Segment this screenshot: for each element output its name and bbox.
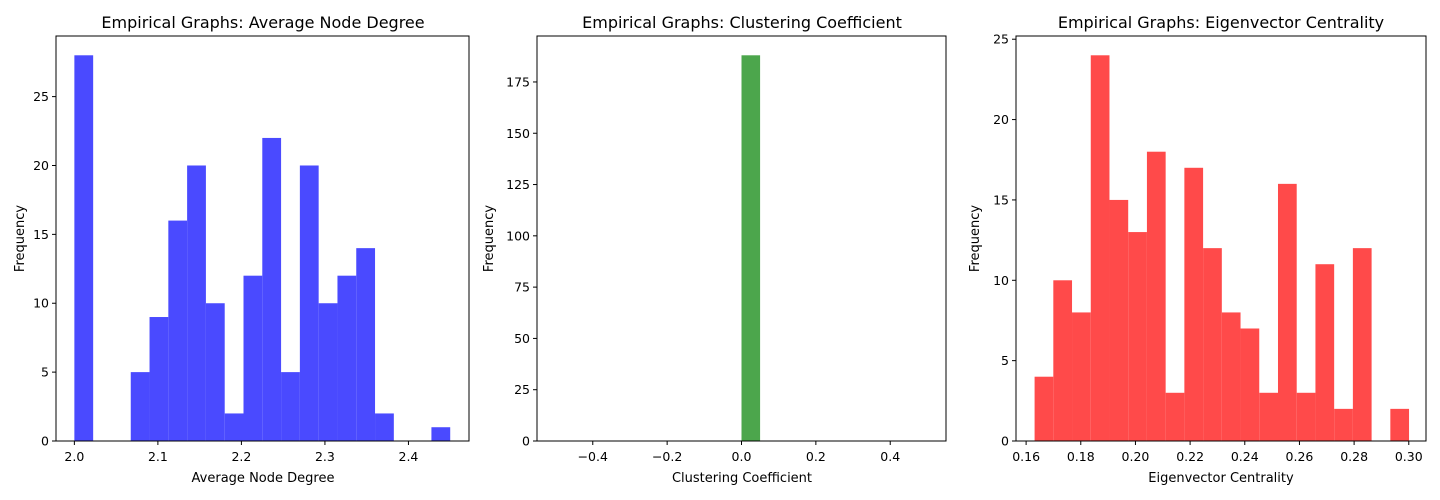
histogram-bar (1334, 408, 1353, 441)
y-axis-label: Frequency (968, 205, 983, 272)
histogram-bar (1090, 55, 1110, 441)
histogram-clustering-coefficient: Empirical Graphs: Clustering Coefficient… (482, 13, 947, 486)
histogram-bar (149, 317, 169, 441)
histogram-eigenvector-centrality: Empirical Graphs: Eigenvector Centrality… (968, 13, 1427, 486)
x-tick-label: 0.4 (880, 449, 900, 464)
y-tick-label: 20 (33, 158, 49, 173)
histogram-bar (431, 427, 451, 441)
y-tick-label: 50 (514, 331, 530, 346)
histogram-bar (1128, 232, 1147, 441)
y-tick-label: 125 (506, 177, 530, 192)
histogram-bar (130, 372, 150, 441)
histogram-bar (1109, 199, 1129, 441)
histogram-bars (74, 55, 451, 442)
chart-title: Empirical Graphs: Clustering Coefficient (582, 13, 902, 32)
histogram-bar (741, 55, 761, 441)
x-tick-label: 0.24 (1231, 449, 1259, 464)
y-axis-label: Frequency (13, 205, 28, 272)
chart-title: Empirical Graphs: Average Node Degree (101, 13, 424, 32)
histogram-bar (1240, 328, 1260, 441)
x-tick-label: 0.28 (1340, 449, 1368, 464)
histogram-bar (1390, 408, 1410, 441)
histogram-bar (1203, 248, 1222, 441)
histogram-bars (741, 55, 761, 441)
histogram-bar (1352, 248, 1372, 441)
y-tick-label: 25 (514, 382, 530, 397)
y-tick-label: 15 (993, 192, 1009, 207)
x-axis-label: Average Node Degree (192, 471, 335, 486)
x-tick-label: 2.1 (148, 449, 168, 464)
y-tick-label: 5 (41, 365, 49, 380)
y-tick-label: 0 (41, 434, 49, 449)
x-axis-label: Clustering Coefficient (672, 471, 812, 486)
histogram-bar (262, 137, 282, 441)
y-tick-label: 5 (1001, 353, 1009, 368)
x-tick-label: 0.16 (1012, 449, 1040, 464)
histogram-bar (1315, 264, 1335, 441)
x-tick-label: 0.0 (732, 449, 752, 464)
histogram-bars (1034, 55, 1410, 442)
x-tick-label: 0.18 (1067, 449, 1095, 464)
chart-title: Empirical Graphs: Eigenvector Centrality (1058, 13, 1384, 32)
axes-frame (1015, 35, 1427, 442)
x-tick-label: 2.3 (315, 449, 335, 464)
y-tick-label: 10 (33, 296, 49, 311)
y-tick-label: 25 (993, 32, 1009, 47)
y-tick-label: 15 (33, 227, 49, 242)
x-axis-label: Eigenvector Centrality (1148, 471, 1294, 486)
histogram-bar (337, 275, 357, 441)
x-tick-label: 2.0 (64, 449, 84, 464)
x-tick-label: 2.2 (231, 449, 251, 464)
histogram-bar (243, 275, 263, 441)
y-tick-label: 0 (1001, 434, 1009, 449)
histogram-bar (356, 248, 376, 441)
histogram-bar (1221, 312, 1241, 441)
histogram-bar (1034, 376, 1054, 441)
histogram-bar (168, 220, 188, 441)
x-tick-label: 0.26 (1286, 449, 1314, 464)
y-tick-label: 0 (522, 434, 530, 449)
histogram-bar (1146, 151, 1166, 441)
histogram-bar (318, 303, 338, 441)
x-tick-label: 0.20 (1122, 449, 1150, 464)
histogram-bar (187, 165, 206, 442)
histogram-average-node-degree: Empirical Graphs: Average Node Degree Av… (13, 13, 470, 486)
y-tick-label: 175 (506, 74, 530, 89)
y-tick-label: 75 (514, 280, 530, 295)
histogram-bar (1184, 167, 1204, 442)
y-tick-label: 150 (506, 126, 530, 141)
histogram-bar (1165, 392, 1185, 441)
histogram-bar (299, 165, 319, 442)
y-tick-label: 10 (993, 273, 1009, 288)
y-tick-label: 20 (993, 112, 1009, 127)
x-tick-label: −0.4 (578, 449, 608, 464)
x-tick-label: 0.30 (1395, 449, 1423, 464)
y-axis-label: Frequency (482, 205, 497, 272)
x-tick-label: 2.4 (399, 449, 419, 464)
histogram-bar (1072, 312, 1091, 441)
histogram-bar (224, 413, 244, 441)
histogram-bar (375, 413, 394, 441)
histogram-bar (1053, 280, 1073, 441)
histogram-bar (205, 303, 225, 441)
x-tick-label: 0.2 (806, 449, 826, 464)
histogram-bar (74, 55, 94, 441)
x-tick-label: −0.2 (652, 449, 682, 464)
histogram-bar (281, 372, 300, 441)
axes-frame (55, 35, 470, 442)
y-tick-label: 25 (33, 89, 49, 104)
histogram-bar (1277, 183, 1297, 442)
histogram-bar (1296, 392, 1316, 441)
y-tick-label: 100 (506, 228, 530, 243)
x-tick-label: 0.22 (1176, 449, 1204, 464)
histogram-bar (1259, 392, 1278, 441)
